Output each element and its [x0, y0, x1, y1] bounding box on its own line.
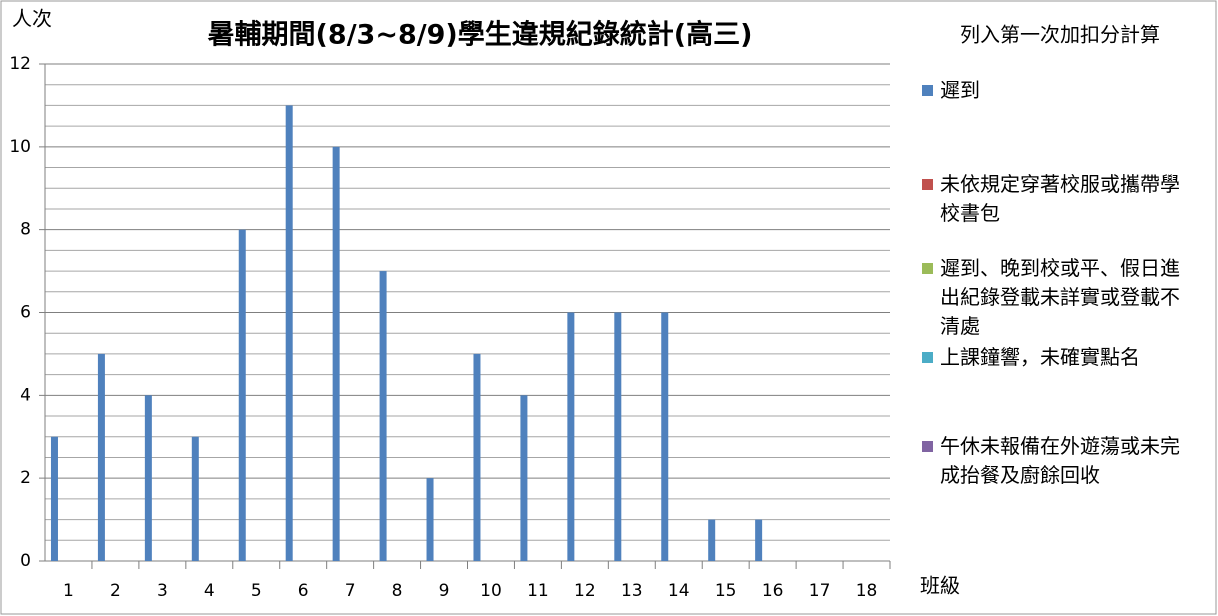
x-tick-label: 13	[621, 581, 643, 601]
x-tick-label: 8	[392, 581, 403, 601]
bar	[708, 519, 716, 561]
bar	[661, 312, 669, 561]
x-tick-label: 4	[204, 581, 215, 601]
legend-entry: 未依規定穿著校服或攜帶學校書包	[922, 170, 1192, 228]
x-tick-label: 5	[251, 581, 262, 601]
x-tick-label: 15	[715, 581, 737, 601]
bar	[614, 312, 622, 561]
legend-swatch	[922, 179, 933, 190]
legend-label: 遲到、晚到校或平、假日進出紀錄登載未詳實或登載不清處	[940, 256, 1180, 338]
legend-entry: 上課鐘響，未確實點名	[922, 343, 1192, 372]
legend-swatch	[922, 352, 933, 363]
x-axis-label: 班級	[920, 574, 960, 598]
x-tick-label: 17	[809, 581, 831, 601]
bar	[50, 436, 58, 561]
x-tick-label: 11	[527, 581, 549, 601]
bar	[332, 146, 340, 562]
bar	[191, 436, 199, 561]
y-tick-label: 2	[20, 468, 31, 488]
bar	[379, 271, 387, 561]
legend-entry: 午休未報備在外遊蕩或未完成抬餐及廚餘回收	[922, 432, 1192, 490]
x-tick-label: 6	[298, 581, 309, 601]
legend-title: 列入第一次加扣分計算	[960, 23, 1160, 47]
x-tick-label: 2	[110, 581, 121, 601]
x-tick-label: 12	[574, 581, 596, 601]
legend-label: 午休未報備在外遊蕩或未完成抬餐及廚餘回收	[940, 434, 1180, 487]
legend-swatch	[922, 85, 933, 96]
y-tick-label: 4	[20, 385, 31, 405]
y-axis-label: 人次	[12, 7, 52, 31]
legend-label: 未依規定穿著校服或攜帶學校書包	[940, 172, 1180, 225]
bar	[238, 229, 246, 561]
bar	[755, 519, 763, 561]
chart-title: 暑輔期間(8/3~8/9)學生違規紀錄統計(高三)	[208, 19, 753, 51]
legend-swatch	[922, 263, 933, 274]
bar	[520, 395, 528, 561]
bar	[285, 105, 293, 562]
bar	[97, 353, 105, 561]
legend-entry: 遲到	[922, 76, 1192, 105]
x-tick-label: 7	[345, 581, 356, 601]
bar	[144, 395, 152, 561]
legend-swatch	[922, 441, 933, 452]
x-tick-label: 10	[480, 581, 502, 601]
legend-label: 遲到	[940, 78, 980, 102]
x-tick-label: 18	[856, 581, 878, 601]
x-tick-label: 9	[439, 581, 450, 601]
x-tick-label: 1	[63, 581, 74, 601]
y-tick-label: 12	[9, 54, 31, 74]
legend-entry: 遲到、晚到校或平、假日進出紀錄登載未詳實或登載不清處	[922, 254, 1192, 341]
bar	[426, 478, 434, 561]
bar	[567, 312, 575, 561]
x-tick-label: 14	[668, 581, 690, 601]
bar	[473, 353, 481, 561]
y-tick-label: 0	[20, 551, 31, 571]
y-tick-label: 8	[20, 220, 31, 240]
legend-label: 上課鐘響，未確實點名	[940, 345, 1140, 369]
y-tick-label: 10	[9, 137, 31, 157]
y-tick-label: 6	[20, 303, 31, 323]
x-tick-label: 16	[762, 581, 784, 601]
x-tick-label: 3	[157, 581, 168, 601]
